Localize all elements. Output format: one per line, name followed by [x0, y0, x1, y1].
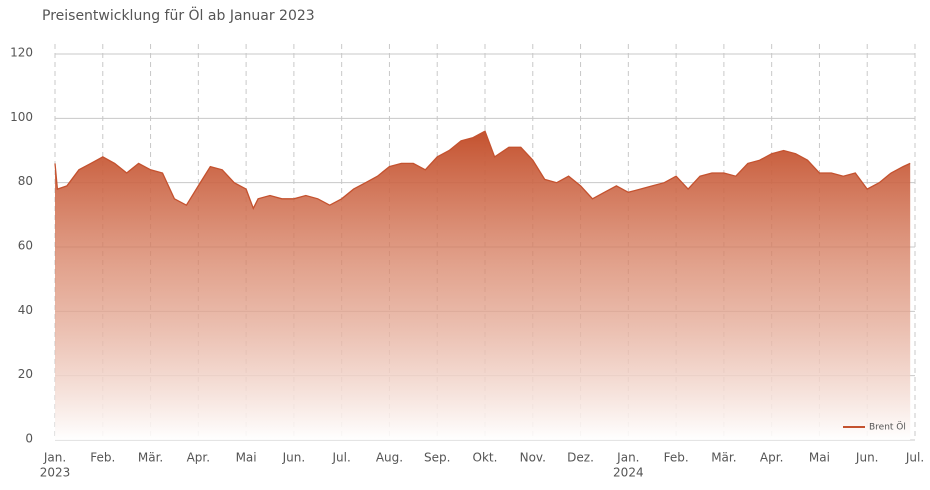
x-tick-label: Nov.	[520, 451, 546, 465]
x-tick-label: Apr.	[760, 451, 783, 465]
y-tick-label: 0	[25, 432, 33, 446]
x-tick-label: Apr.	[187, 451, 210, 465]
year-label: 2024	[613, 466, 644, 480]
x-tick-label: Feb.	[90, 451, 115, 465]
legend-label: Brent Öl	[869, 422, 906, 433]
y-tick-label: 80	[18, 174, 33, 188]
x-tick-label: Aug.	[376, 451, 403, 465]
x-tick-label: Dez.	[567, 451, 594, 465]
x-tick-label: Mär.	[138, 451, 163, 465]
x-tick-label: Mai	[809, 451, 830, 465]
y-tick-label: 20	[18, 367, 33, 381]
x-tick-label: Sep.	[424, 451, 450, 465]
x-tick-label: Jul.	[905, 451, 924, 465]
x-tick-label: Mär.	[711, 451, 736, 465]
x-tick-label: Jan.	[43, 451, 66, 465]
x-tick-label: Jun.	[855, 451, 879, 465]
chart-title: Preisentwicklung für Öl ab Januar 2023	[42, 6, 315, 24]
price-line	[54, 130, 911, 211]
y-tick-label: 120	[10, 46, 33, 60]
area-fill	[55, 131, 911, 440]
x-tick-label: Feb.	[664, 451, 689, 465]
x-tick-label: Okt.	[473, 451, 498, 465]
x-tick-label: Jan.	[616, 451, 639, 465]
year-label: 2023	[40, 466, 71, 480]
x-tick-label: Jun.	[282, 451, 306, 465]
y-tick-label: 40	[18, 303, 33, 317]
x-tick-label: Mai	[236, 451, 257, 465]
y-tick-label: 100	[10, 110, 33, 124]
x-tick-label: Jul.	[332, 451, 351, 465]
y-tick-label: 60	[18, 239, 33, 253]
